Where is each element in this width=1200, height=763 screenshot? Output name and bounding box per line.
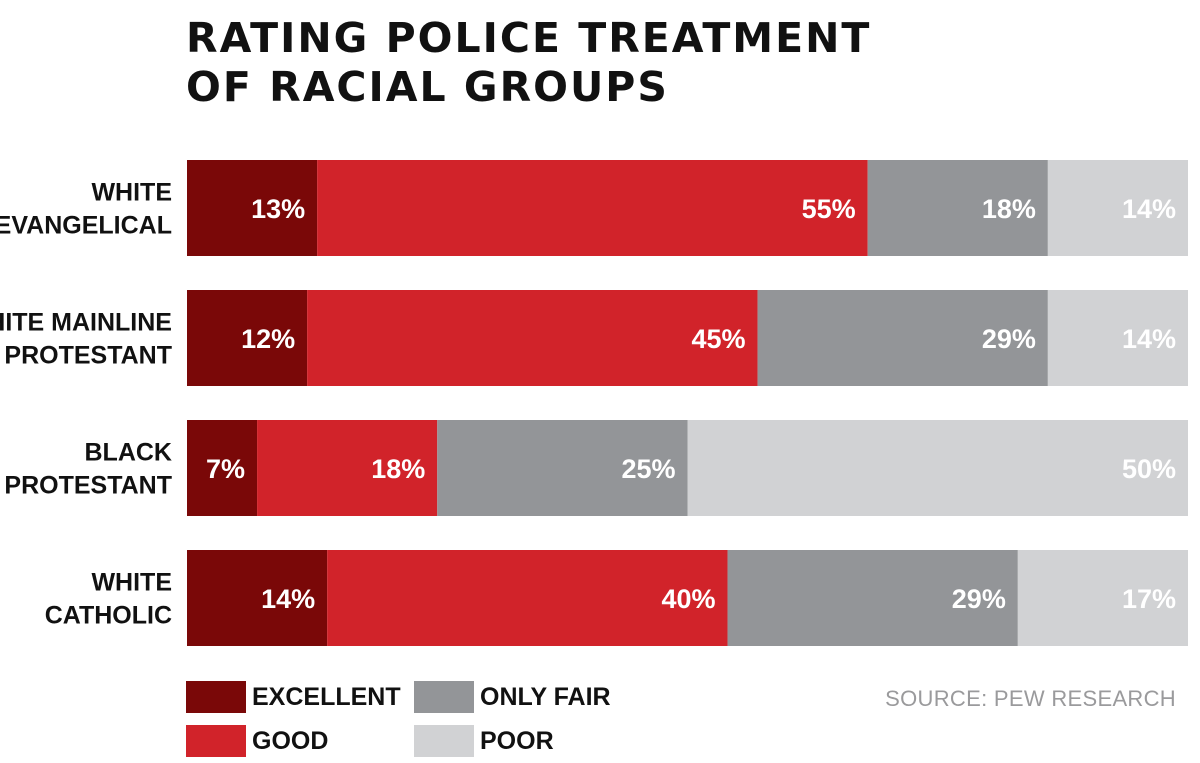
bar-segment-excellent <box>187 160 318 256</box>
legend-item-excellent: EXCELLENT <box>186 680 401 714</box>
value-label: 17% <box>1122 584 1176 614</box>
chart-title: RATING POLICE TREATMENT OF RACIAL GROUPS <box>186 14 1186 112</box>
value-label: 13% <box>251 194 305 224</box>
bar-segment-excellent <box>187 550 328 646</box>
value-label: 18% <box>371 454 425 484</box>
value-label: 45% <box>692 324 746 354</box>
bar-segment-only-fair <box>727 550 1018 646</box>
bar-segment-good <box>317 160 868 256</box>
legend-swatch <box>414 725 474 757</box>
chart-title-line-1: RATING POLICE TREATMENT <box>186 14 872 62</box>
legend-label: GOOD <box>252 726 329 755</box>
value-label: 7% <box>206 454 245 484</box>
bar-segment-good <box>327 550 728 646</box>
bar-segment-poor <box>1017 550 1188 646</box>
value-label: 14% <box>1122 324 1176 354</box>
value-label: 14% <box>1122 194 1176 224</box>
legend-label: EXCELLENT <box>252 682 401 711</box>
legend-swatch <box>186 681 246 713</box>
bar-segment-good <box>257 420 438 516</box>
category-label: WHITE CATHOLIC <box>45 569 172 630</box>
value-label: 29% <box>952 584 1006 614</box>
bar-segment-only-fair <box>757 290 1048 386</box>
chart-title-line-2: OF RACIAL GROUPS <box>186 63 669 111</box>
bar-segment-only-fair <box>437 420 688 516</box>
category-label: BLACK PROTESTANT <box>4 439 172 500</box>
legend-item-poor: POOR <box>414 724 554 758</box>
legend-item-only-fair: ONLY FAIR <box>414 680 611 714</box>
legend-swatch <box>414 681 474 713</box>
bar-segment-poor <box>687 420 1188 516</box>
value-label: 14% <box>261 584 315 614</box>
legend: EXCELLENT GOOD ONLY FAIR POOR <box>186 680 666 760</box>
bar-segment-poor <box>1047 290 1188 386</box>
bar-segment-excellent <box>187 420 258 516</box>
legend-label: ONLY FAIR <box>480 682 611 711</box>
legend-swatch <box>186 725 246 757</box>
bar-segment-only-fair <box>867 160 1048 256</box>
bar-segment-poor <box>1047 160 1188 256</box>
value-label: 40% <box>661 584 715 614</box>
category-label: WHITE EVANGELICAL <box>0 179 172 240</box>
value-label: 12% <box>241 324 295 354</box>
value-label: 29% <box>982 324 1036 354</box>
source-note: SOURCE: PEW RESEARCH <box>885 686 1176 711</box>
legend-item-good: GOOD <box>186 724 328 758</box>
value-label: 50% <box>1122 454 1176 484</box>
value-label: 55% <box>802 194 856 224</box>
bar-segment-excellent <box>187 290 308 386</box>
value-label: 25% <box>621 454 675 484</box>
value-label: 18% <box>982 194 1036 224</box>
legend-label: POOR <box>480 726 554 755</box>
bar-segment-good <box>307 290 758 386</box>
